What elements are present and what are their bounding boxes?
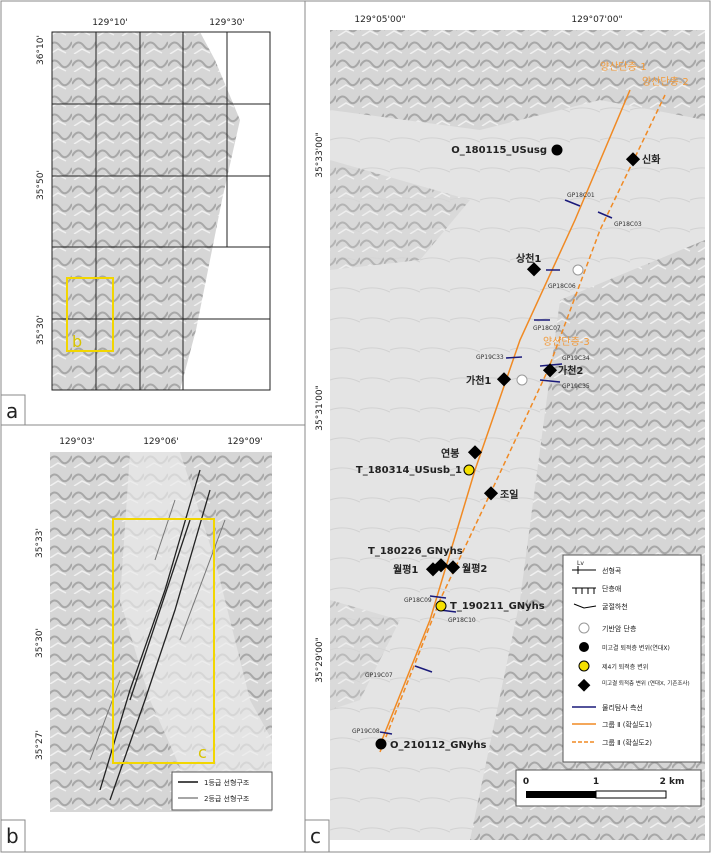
site-label: 연봉 xyxy=(441,447,459,460)
legend-text: 1등급 선형구조 xyxy=(204,778,250,787)
legend-text: 그룹 Ⅱ (확실도2) xyxy=(602,738,652,747)
survey-label: GP19C35 xyxy=(562,383,590,390)
legend-text: 미고결 퇴적층 변위(연대X) xyxy=(602,644,670,652)
legend-text: 2등급 선형구조 xyxy=(204,794,250,803)
lat-label: 35°30' xyxy=(35,628,45,658)
survey-label: GP18C03 xyxy=(614,221,642,228)
panel-letter: b xyxy=(6,824,19,848)
lon-label: 129°05'00" xyxy=(354,15,405,25)
legend: Lv 선형곡 단층애 굴절하천 기반암 단층 미고결 퇴적층 변위(연대X) 제… xyxy=(562,554,702,763)
survey-label: GP18C09 xyxy=(404,597,432,604)
survey-lines xyxy=(379,199,613,735)
fault-label: 양산단층-3 xyxy=(543,336,590,348)
scale-label: 2 km xyxy=(660,777,685,787)
survey-label: GP18C06 xyxy=(548,283,576,290)
lat-label: 35°33'00" xyxy=(315,132,325,177)
survey-label: GP18C07 xyxy=(533,325,561,332)
fault-solid xyxy=(379,89,631,746)
lat-label: 36°10' xyxy=(36,35,46,65)
survey-label: GP19C07 xyxy=(365,672,393,679)
lon-label: 129°09' xyxy=(227,437,263,447)
site-label: 월평1 xyxy=(393,563,418,576)
lon-label: 129°03' xyxy=(59,437,95,447)
lon-label: 129°10' xyxy=(92,18,128,28)
legend-text: 물리탐사 측선 xyxy=(602,703,643,712)
fault-label: 양산단층-1 xyxy=(600,61,647,73)
scale-label: 1 xyxy=(593,777,599,787)
lat-label: 35°50' xyxy=(36,170,46,200)
site-label: 가천2 xyxy=(558,364,583,377)
lat-label: 35°31'00" xyxy=(315,385,325,430)
panel-a: b 129°10' 129°30' 36°10' 35°50' 35°30' a xyxy=(0,0,306,426)
site-label: 조일 xyxy=(500,488,518,501)
legend-text: 제4기 퇴적층 변위 xyxy=(602,663,648,671)
lat-label: 35°30' xyxy=(36,315,46,345)
site-label: 신화 xyxy=(642,153,661,166)
site-label: T_180226_GNyhs xyxy=(368,546,463,557)
legend-text: 굴절하천 xyxy=(602,602,628,611)
survey-label: GP19C34 xyxy=(562,355,590,362)
legend-text: 미고결 퇴적층 변위 (연대X, 기존조사) xyxy=(602,679,690,687)
site-label: T_180314_USusb_1 xyxy=(356,465,462,476)
site-label: 월평2 xyxy=(462,562,487,575)
lat-label: 35°33' xyxy=(35,528,45,558)
panel-letter: a xyxy=(6,399,18,423)
scale-label: 0 xyxy=(523,777,529,787)
legend-text: 기반암 단층 xyxy=(602,624,637,633)
survey-label: GP18C01 xyxy=(567,192,595,199)
box-label: c xyxy=(198,743,207,762)
lat-label: 35°27' xyxy=(35,730,45,760)
survey-label: GP18C10 xyxy=(448,617,476,624)
site-label: 가천1 xyxy=(466,374,491,387)
lat-label: 35°29'00" xyxy=(315,637,325,682)
fault-dashed xyxy=(379,94,666,753)
site-label: T_190211_GNyhs xyxy=(450,601,545,612)
panel-b: c 129°03' 129°06' 129°09' 35°33' 35°30' … xyxy=(0,424,306,853)
box-label: b xyxy=(72,332,82,351)
legend-text: 단층애 xyxy=(602,584,621,593)
legend-text: Lv xyxy=(577,560,584,567)
legend-text: 그룹 Ⅱ (확실도1) xyxy=(602,720,652,729)
site-label: O_180115_USusg xyxy=(451,145,547,156)
panel-c: 양산단층-1 양산단층-2 양산단층-3 GP18C01 GP18C03 GP1… xyxy=(304,0,711,853)
site-markers xyxy=(375,144,641,750)
lon-label: 129°06' xyxy=(143,437,179,447)
lon-label: 129°30' xyxy=(209,18,245,28)
panel-letter: c xyxy=(310,824,321,848)
fault-label: 양산단층-2 xyxy=(642,76,689,88)
survey-label: GP19C33 xyxy=(476,354,504,361)
legend-text: 선형곡 xyxy=(602,566,622,575)
site-label: O_210112_GNyhs xyxy=(390,740,486,751)
lon-label: 129°07'00" xyxy=(571,15,622,25)
survey-label: GP19C08 xyxy=(352,728,380,735)
scale-bar: 0 1 2 km xyxy=(515,769,702,807)
site-label: 상천1 xyxy=(516,252,541,265)
